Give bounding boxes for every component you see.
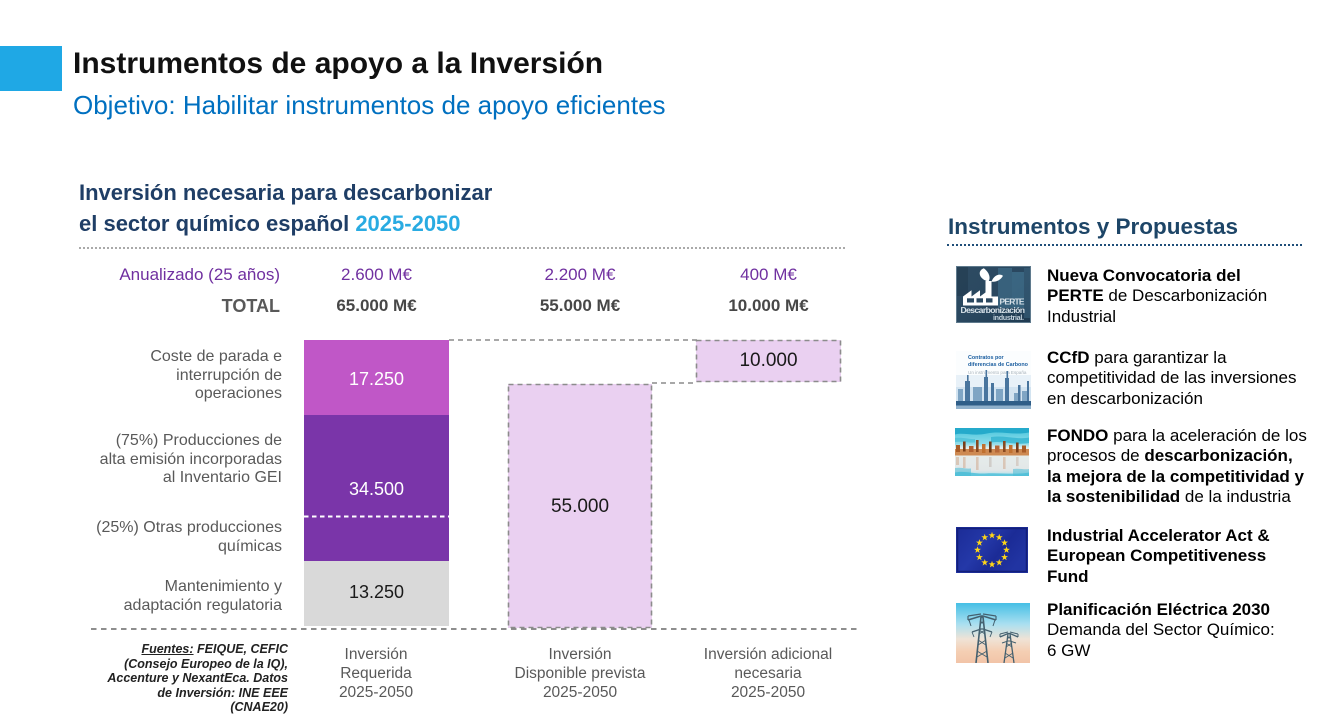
svg-text:industrial.: industrial.: [993, 313, 1024, 322]
svg-text:Un instrumento para España: Un instrumento para España: [968, 370, 1027, 375]
svg-text:Descarbonización: Descarbonización: [961, 305, 1026, 315]
svg-text:PERTE: PERTE: [1000, 297, 1025, 307]
svg-text:diferencias de Carbono: diferencias de Carbono: [968, 362, 1029, 368]
svg-text:Contratos por: Contratos por: [968, 355, 1005, 361]
